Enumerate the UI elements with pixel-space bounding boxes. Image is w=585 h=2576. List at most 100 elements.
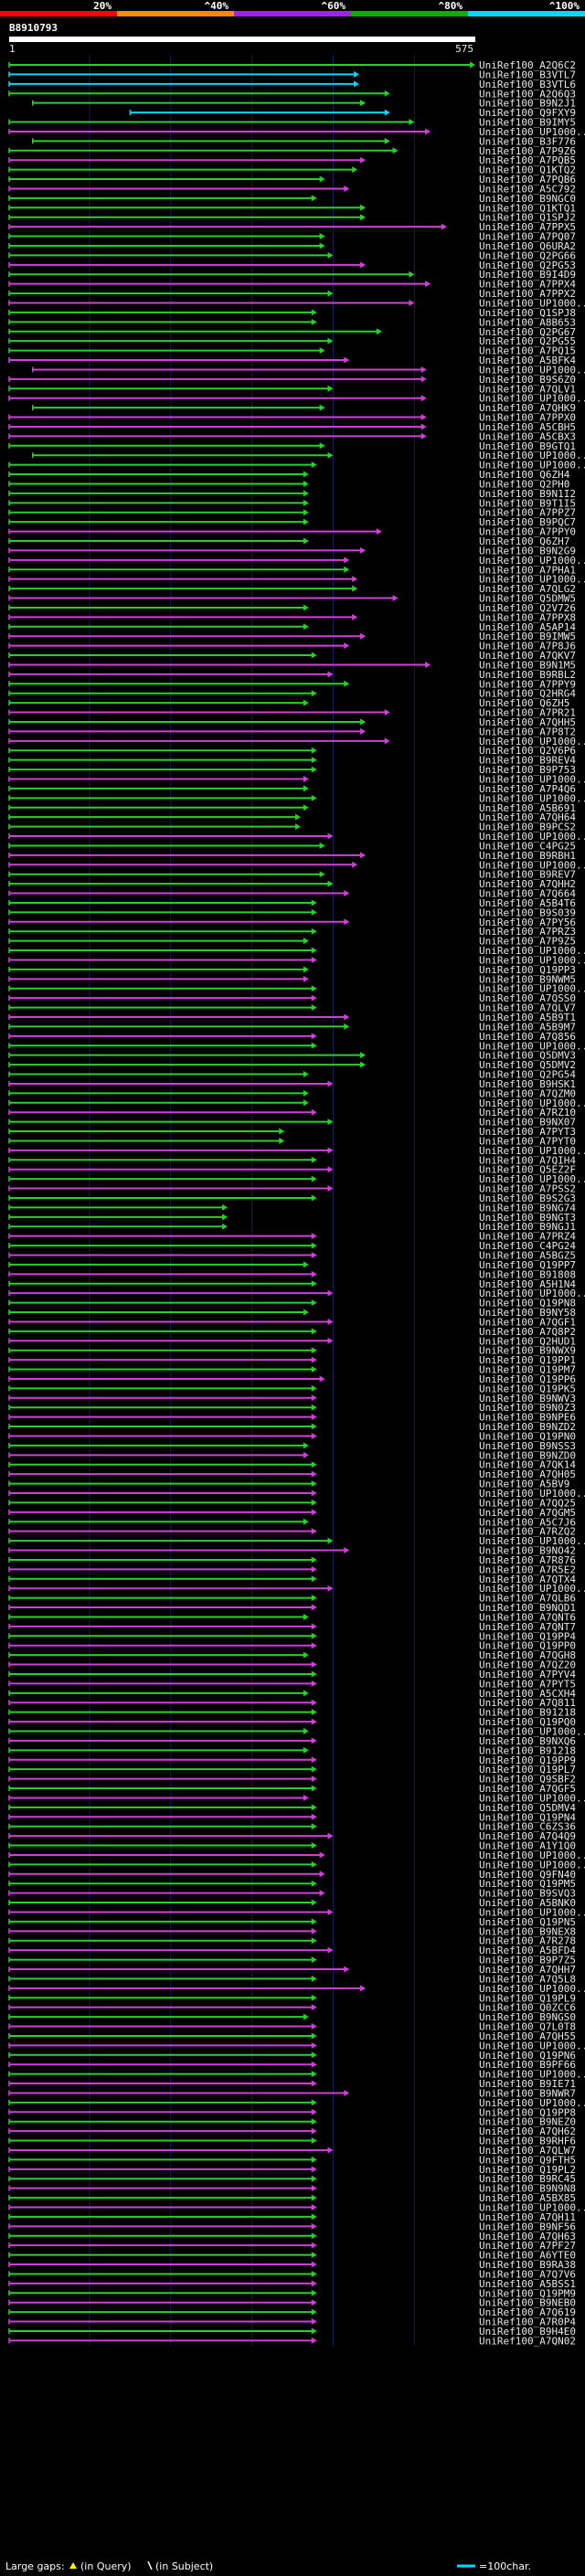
hit-row: UniRef100_B9S6Z0 [8, 374, 576, 386]
hit-end-arrow [303, 1442, 309, 1449]
scale-segment [234, 11, 351, 16]
hit-end-arrow [303, 1261, 309, 1268]
hit-row: UniRef100_UP1000... [8, 1983, 585, 1995]
hit-row: UniRef100_Q19PN5 [8, 1916, 576, 1928]
hit-row: UniRef100_A2Q6Q3 [8, 88, 576, 100]
hit-end-arrow [311, 1604, 317, 1611]
hit-label: UniRef100_A7QH11 [479, 2211, 576, 2223]
hit-row: UniRef100_B9NGJ1 [8, 1221, 576, 1233]
hit-end-arrow [311, 2242, 317, 2249]
hit-end-arrow [311, 947, 317, 954]
hit-end-arrow [303, 1728, 309, 1734]
hit-end-arrow [311, 1556, 317, 1564]
hit-row: UniRef100_Q5EZ2F [8, 1164, 576, 1176]
hit-row: UniRef100_Q19PM5 [8, 1878, 576, 1890]
hit-row: UniRef100_A7P9Z6 [8, 145, 576, 157]
hit-label: UniRef100_C4PG25 [479, 840, 576, 852]
hit-label: UniRef100_Q1KTQ1 [479, 202, 576, 214]
hit-row: UniRef100_A7QH55 [8, 2030, 576, 2042]
hit-end-arrow [311, 1680, 317, 1687]
hit-row: UniRef100_UP1000... [8, 1535, 585, 1547]
hit-row: UniRef100_Q19PP9 [8, 1754, 576, 1766]
hit-label: UniRef100_A7PPX0 [479, 412, 576, 424]
hit-label: UniRef100_UP1000... [479, 2069, 585, 2081]
hit-label: UniRef100_UP1000... [479, 1850, 585, 1861]
hit-label: UniRef100_C6ZS36 [479, 1821, 576, 1833]
hit-end-arrow [392, 595, 399, 602]
hit-row: UniRef100_A7PPX5 [8, 221, 576, 233]
hit-row: UniRef100_A7PQ07 [8, 231, 576, 243]
hit-row: UniRef100_A7QK14 [8, 1459, 576, 1471]
hit-end-arrow [384, 109, 390, 116]
hit-end-arrow [311, 1709, 317, 1716]
hit-row: UniRef100_B3VTL6 [8, 79, 576, 90]
hit-label: UniRef100_B9P7Z5 [479, 1955, 576, 1966]
hit-end-arrow [470, 61, 475, 69]
hit-label: UniRef100_Q19PP1 [479, 1354, 576, 1366]
legend-subject-gap: (in Subject) [155, 2560, 213, 2572]
hit-row: UniRef100_Q7L0T8 [8, 2021, 576, 2033]
hit-label: UniRef100_Q19PM5 [479, 1878, 576, 1890]
hit-end-arrow [327, 880, 334, 887]
hit-row: UniRef100_B9N2J1 [32, 98, 576, 110]
hit-end-arrow [327, 1166, 334, 1173]
hit-end-arrow [311, 1347, 317, 1354]
hit-label: UniRef100_A7PYT5 [479, 1678, 576, 1690]
scale-label: ^60% [322, 0, 346, 12]
hit-label: UniRef100_B9NGT3 [479, 1212, 576, 1224]
hit-label: UniRef100_Q5DMW5 [479, 593, 576, 605]
hit-end-arrow [303, 623, 309, 631]
hit-end-arrow [311, 2061, 317, 2068]
hit-label: UniRef100_B9PQC7 [479, 516, 576, 528]
hit-row: UniRef100_A2Q6C2 [8, 59, 576, 71]
hit-label: UniRef100_B9RC45 [479, 2173, 576, 2185]
hit-label: UniRef100_A5B4T6 [479, 897, 576, 909]
hit-label: UniRef100_A5BX85 [479, 2192, 576, 2204]
hit-end-arrow [327, 1318, 334, 1325]
hit-row: UniRef100_Q2HUD1 [8, 1335, 576, 1347]
hit-label: UniRef100_A7Q811 [479, 1697, 576, 1709]
hit-label: UniRef100_B9S039 [479, 906, 576, 918]
hit-end-arrow [311, 1575, 317, 1583]
hit-row: UniRef100_A7QHH5 [8, 716, 576, 728]
hit-row: UniRef100_B9RBH1 [8, 850, 576, 862]
hit-end-arrow [344, 185, 350, 192]
hit-end-arrow [344, 890, 350, 897]
hit-row: UniRef100_UP1000... [8, 1906, 585, 1918]
hit-end-arrow [327, 1185, 334, 1193]
identity-scale-bar: 20% ^40% ^60% ^80% ^100% [0, 0, 585, 16]
hit-row: UniRef100_C4PG24 [8, 1240, 576, 1252]
scale-label: ^80% [439, 0, 463, 12]
hit-row: UniRef100_Q2V726 [8, 602, 576, 614]
query-ruler: 1 575 [9, 37, 475, 55]
hit-row: UniRef100_A5CXH4 [8, 1688, 576, 1700]
hit-end-arrow [311, 2041, 317, 2049]
hit-end-arrow [311, 1699, 317, 1706]
hit-row: UniRef100_B9NZD2 [8, 1421, 576, 1433]
hit-end-arrow [311, 2118, 317, 2125]
hit-row: UniRef100_A5B9M7 [8, 1021, 576, 1033]
grid-lines [89, 55, 415, 2346]
hit-label: UniRef100_B9NG74 [479, 1202, 576, 1214]
hit-end-arrow [327, 832, 334, 840]
hit-end-arrow [311, 1756, 317, 1764]
hit-label: UniRef100_UP1000... [479, 736, 585, 747]
hit-label: UniRef100_UP1000... [479, 1726, 585, 1738]
hit-label: UniRef100_A7QLG2 [479, 583, 576, 595]
hit-row: UniRef100_B9NO42 [8, 1545, 576, 1557]
hit-row: UniRef100_B9NWX9 [8, 1345, 576, 1357]
hit-end-arrow [352, 613, 358, 620]
hit-row: UniRef100_A7QGF1 [8, 1316, 576, 1328]
hit-row: UniRef100_B9SVQ3 [8, 1888, 576, 1900]
hit-row: UniRef100_A7P8J6 [8, 641, 576, 652]
hit-end-arrow [311, 1785, 317, 1792]
hit-end-arrow [303, 699, 309, 706]
hit-end-arrow [311, 1004, 317, 1012]
hit-label: UniRef100_B9REV7 [479, 869, 576, 881]
hit-label: UniRef100_UP1000... [479, 945, 585, 957]
hit-end-arrow [311, 1776, 317, 1783]
hit-end-arrow [303, 604, 309, 611]
hit-label: UniRef100_B9PCS2 [479, 822, 576, 833]
hit-row: UniRef100_B9N1I2 [8, 488, 576, 500]
hit-row: UniRef100_B9T1I5 [8, 497, 576, 509]
